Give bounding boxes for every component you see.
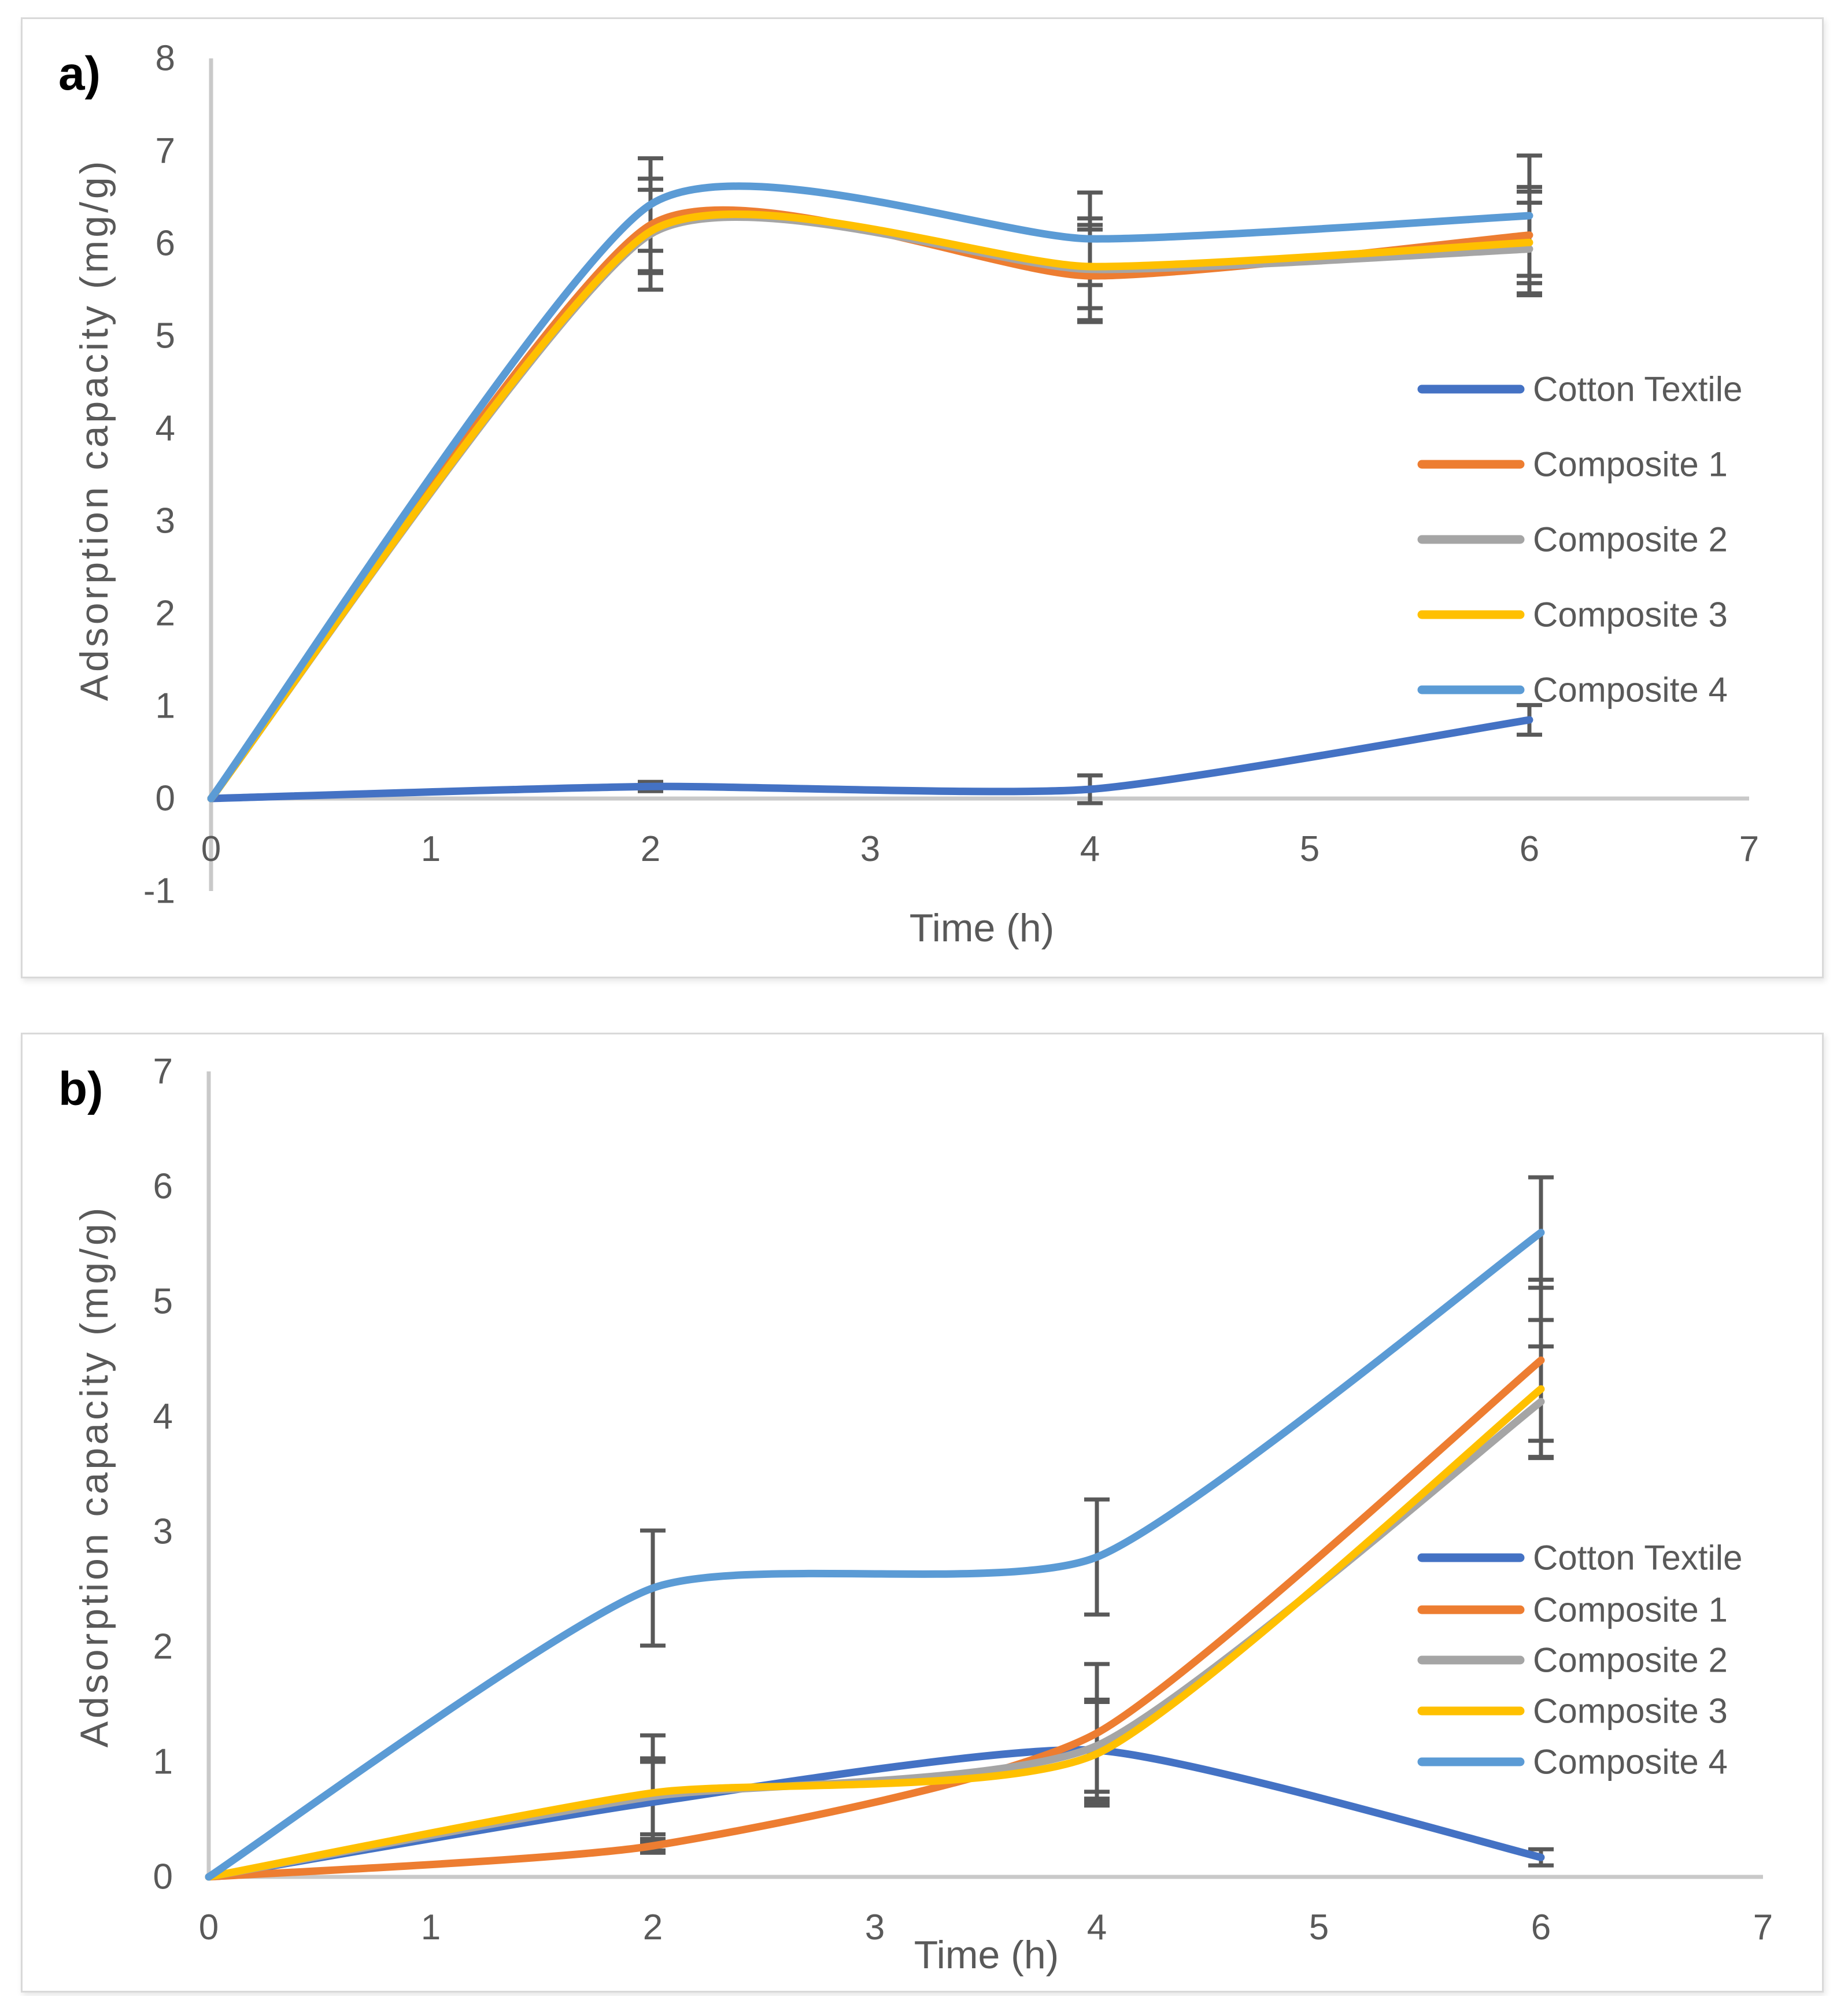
y-tick-label: 6 [153,1167,173,1207]
y-tick-label: 1 [156,686,175,726]
y-tick-label: 7 [153,1052,173,1092]
chart-panel-b: b) 7 6 5 4 3 2 1 0 0 1 2 3 4 5 6 7 Cotton Textile Composi… [21,1033,1824,1993]
y-tick-label: 8 [156,39,175,79]
y-tick-label: 3 [153,1512,173,1552]
legend-label: Cotton Textile [1533,370,1742,409]
y-tick-label: 2 [153,1627,173,1667]
legend: Cotton Textile Composite 1 Composite 2 Comp… [1417,1539,1742,1781]
x-tick-label: 1 [421,1908,441,1947]
y-tick-label: 6 [156,224,175,264]
legend-item-composite-4: Composite 4 [1417,671,1728,709]
legend-item-cotton-textile: Cotton Textile [1417,370,1742,409]
x-tick-label: 4 [1087,1908,1107,1947]
y-tick-label: 0 [153,1857,173,1897]
legend-item-cotton-textile: Cotton Textile [1417,1539,1742,1577]
y-tick-label: 0 [156,779,175,819]
legend-label: Composite 2 [1533,520,1728,559]
x-tick-label: 3 [860,829,880,869]
x-tick-label: 0 [199,1908,219,1947]
series-line-composite-3 [205,1385,1545,1881]
x-tick-label: 2 [641,829,660,869]
y-tick-label: 3 [156,501,175,541]
y-tick-label: 2 [156,594,175,634]
panel-a-label: a) [58,47,101,100]
y-tick-label: 7 [156,131,175,171]
legend-label: Composite 1 [1533,445,1728,484]
legend-label: Composite 4 [1533,1743,1728,1781]
legend-label: Composite 1 [1533,1591,1728,1629]
x-tick-label: 6 [1531,1908,1551,1947]
axes: 8 7 6 5 4 3 2 1 0 -1 0 1 2 3 4 5 6 7 [143,39,1759,911]
series-line-composite-4 [205,1229,1545,1881]
x-tick-label: 1 [421,829,441,869]
x-tick-label: 5 [1309,1908,1329,1947]
x-tick-label: 2 [643,1908,663,1947]
chart-a-y-axis-title: Adsorption capacity (mg/g) [72,158,116,701]
legend-item-composite-4: Composite 4 [1417,1743,1728,1781]
chart-panel-a: a) 8 7 6 5 4 3 2 1 0 -1 0 1 2 3 4 5 6 7 Cotton Textile Comp… [21,17,1824,978]
x-tick-label: 5 [1300,829,1320,869]
y-tick-label: 5 [156,316,175,356]
legend-item-composite-3: Composite 3 [1417,1692,1728,1731]
legend-item-composite-2: Composite 2 [1417,520,1728,559]
legend-item-composite-1: Composite 1 [1417,1591,1728,1629]
legend-label: Composite 2 [1533,1641,1728,1680]
series-line-composite-3 [207,210,1533,803]
legend-item-composite-2: Composite 2 [1417,1641,1728,1680]
chart-b-canvas: 7 6 5 4 3 2 1 00 1 2 3 4 5 6 7 Cotton Textile Composite … [153,1052,1773,1948]
legend-label: Composite 3 [1533,596,1728,634]
x-tick-label: 7 [1739,829,1759,869]
series-line-cotton-textile [205,1746,1545,1881]
y-tick-label: 4 [153,1397,173,1437]
legend-label: Cotton Textile [1533,1539,1742,1577]
panel-b-label: b) [58,1063,104,1115]
y-tick-label: 1 [153,1742,173,1782]
x-tick-label: 7 [1753,1908,1773,1947]
y-tick-label: 5 [153,1282,173,1322]
axes: 7 6 5 4 3 2 1 00 1 2 3 4 5 6 7 [153,1052,1773,1948]
legend: Cotton Textile Composite 1 Composite 2 Comp… [1417,370,1742,709]
x-tick-label: 3 [865,1908,885,1947]
y-tick-label: 4 [156,409,175,449]
error-bars [640,1175,1554,1868]
x-tick-label: 6 [1520,829,1539,869]
x-tick-label: 4 [1080,829,1100,869]
chart-a-x-axis-title: Time (h) [909,906,1055,950]
legend-label: Composite 4 [1533,671,1728,709]
y-tick-label: -1 [143,871,175,911]
series-line-cotton-textile [207,716,1533,803]
x-tick-label: 0 [201,829,221,869]
chart-b-y-axis-title: Adsorption capacity (mg/g) [72,1204,116,1748]
chart-b-x-axis-title: Time (h) [914,1933,1059,1977]
series-line-composite-1 [205,1356,1545,1881]
legend-label: Composite 3 [1533,1692,1728,1731]
legend-item-composite-1: Composite 1 [1417,445,1728,484]
legend-item-composite-3: Composite 3 [1417,596,1728,634]
chart-a-canvas: 8 7 6 5 4 3 2 1 0 -1 0 1 2 3 4 5 6 7 Cotton Textile Composi… [143,39,1759,911]
series-line-composite-4 [207,182,1533,803]
